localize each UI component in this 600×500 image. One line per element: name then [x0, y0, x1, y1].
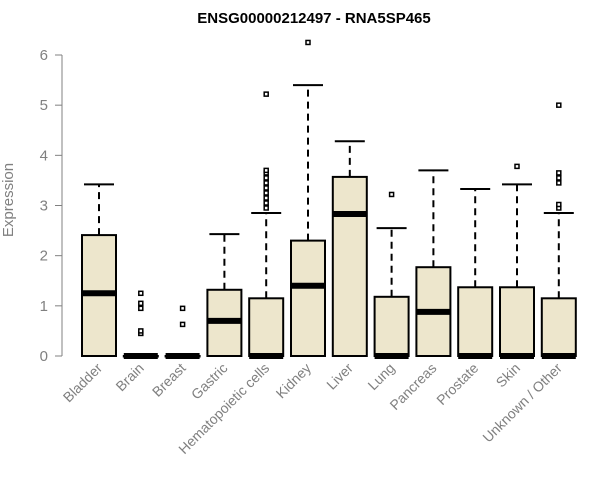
- outlier-point: [263, 180, 269, 186]
- outlier-point: [388, 191, 395, 198]
- box-iqr: [373, 295, 410, 358]
- box-7: [331, 140, 368, 357]
- outlier-point: [514, 163, 520, 170]
- x-tick-label: Bladder: [60, 360, 106, 406]
- box-2: [122, 290, 159, 359]
- box-11: [499, 163, 535, 359]
- box-12: [540, 102, 577, 359]
- outlier-point: [179, 305, 186, 312]
- outlier-point: [263, 195, 269, 201]
- outlier-point: [263, 190, 269, 196]
- outlier-point: [138, 290, 144, 297]
- outlier-point: [556, 180, 562, 186]
- outlier-point: [263, 167, 269, 174]
- box-iqr: [499, 286, 535, 357]
- chart-title: ENSG00000212497 - RNA5SP465: [197, 10, 430, 27]
- outlier-point: [263, 205, 269, 211]
- outlier-point: [138, 305, 144, 312]
- box-10: [457, 187, 494, 359]
- box-9: [415, 169, 452, 357]
- box-iqr: [457, 286, 494, 357]
- y-tick-label: 4: [40, 147, 48, 164]
- box-iqr: [248, 297, 285, 357]
- y-tick-label: 6: [40, 47, 48, 64]
- y-tick-label: 3: [40, 198, 48, 215]
- x-tick-label: Liver: [323, 360, 356, 393]
- box-3: [164, 305, 201, 359]
- outlier-point: [263, 175, 269, 181]
- outlier-point: [305, 39, 311, 46]
- outlier-point: [138, 300, 144, 307]
- box-8: [373, 191, 410, 359]
- outlier-point: [263, 200, 269, 206]
- outlier-point: [556, 170, 562, 176]
- box-6: [290, 39, 326, 357]
- outlier-point: [138, 328, 144, 334]
- outlier-point: [179, 321, 186, 328]
- x-tick-label: Prostate: [433, 360, 481, 408]
- y-axis: 0 1 2 3 4 5 6: [40, 47, 62, 365]
- plot-area: [81, 39, 577, 359]
- outlier-point: [556, 201, 562, 208]
- box-iqr: [290, 239, 326, 357]
- box-1: [81, 183, 117, 357]
- x-tick-label: Breast: [149, 360, 189, 400]
- outlier-point: [556, 102, 562, 108]
- x-tick-label: Brain: [112, 360, 146, 394]
- x-tick-label: Skin: [493, 360, 524, 391]
- y-axis-label: Expression: [0, 163, 17, 237]
- outlier-point: [263, 185, 269, 191]
- box-iqr: [331, 175, 368, 357]
- y-tick-label: 5: [40, 97, 48, 114]
- box-4: [206, 233, 243, 357]
- x-tick-label: Unknown / Other: [479, 360, 565, 446]
- outlier-point: [556, 175, 562, 181]
- outlier-point: [263, 91, 269, 97]
- y-tick-label: 1: [40, 298, 48, 315]
- y-tick-label: 0: [40, 348, 48, 365]
- box-5: [248, 91, 285, 359]
- x-tick-label: Lung: [364, 360, 397, 393]
- box-iqr: [540, 297, 577, 357]
- x-tick-label: Kidney: [273, 360, 315, 402]
- y-tick-label: 2: [40, 248, 48, 265]
